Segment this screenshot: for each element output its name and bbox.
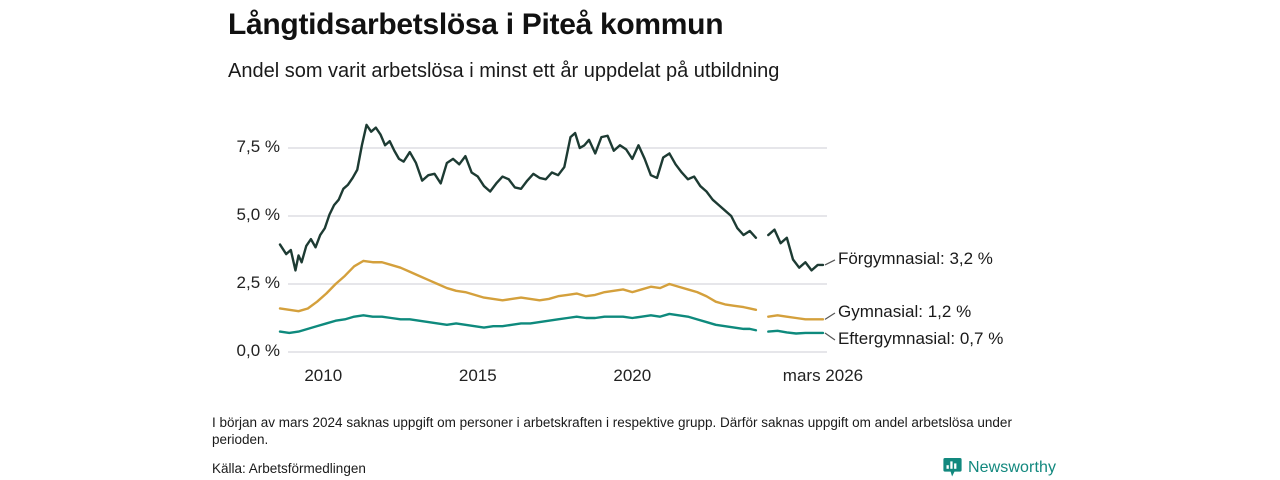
- chart-footnote: I början av mars 2024 saknas uppgift om …: [212, 415, 1012, 448]
- series-line-eftergymnasial: [278, 312, 758, 335]
- label-connectors: [824, 259, 836, 341]
- series-label-eftergymnasial: Eftergymnasial: 0,7 %: [837, 329, 1004, 348]
- series-label-connector: [824, 332, 836, 341]
- y-axis-tick-label: 5,0 %: [236, 205, 280, 224]
- logo-wordmark: Newsworthy: [968, 458, 1057, 476]
- chart-source: Källa: Arbetsförmedlingen: [212, 461, 366, 476]
- series-line-förgymnasial: [767, 228, 825, 272]
- gridlines: [288, 147, 827, 353]
- page-subtitle: Andel som varit arbetslösa i minst ett å…: [228, 60, 780, 82]
- series-label-connector: [824, 259, 836, 266]
- series-lines: [278, 123, 825, 335]
- series-label-förgymnasial: Förgymnasial: 3,2 %: [837, 248, 993, 268]
- x-axis-tick-label: 2015: [458, 366, 497, 385]
- x-axis-tick-label: mars 2026: [782, 366, 864, 385]
- y-axis-tick-label: 0,0 %: [236, 341, 280, 360]
- series-label-gymnasial: Gymnasial: 1,2 %: [837, 302, 972, 321]
- series-label-connector: [824, 312, 836, 320]
- series-line-gymnasial: [278, 259, 758, 313]
- x-axis-tick-label: 2020: [613, 366, 652, 385]
- x-axis-tick-label: 2010: [304, 366, 343, 385]
- y-axis-tick-label: 7,5 %: [236, 137, 280, 156]
- newsworthy-logo: Newsworthy: [943, 457, 1056, 478]
- page-title: Långtidsarbetslösa i Piteå kommun: [228, 8, 724, 41]
- y-axis-tick-label: 2,5 %: [236, 273, 280, 292]
- bar-chart-pin-icon: [943, 458, 962, 477]
- series-line-eftergymnasial: [767, 329, 825, 335]
- series-line-förgymnasial: [278, 123, 758, 272]
- series-line-gymnasial: [767, 314, 825, 321]
